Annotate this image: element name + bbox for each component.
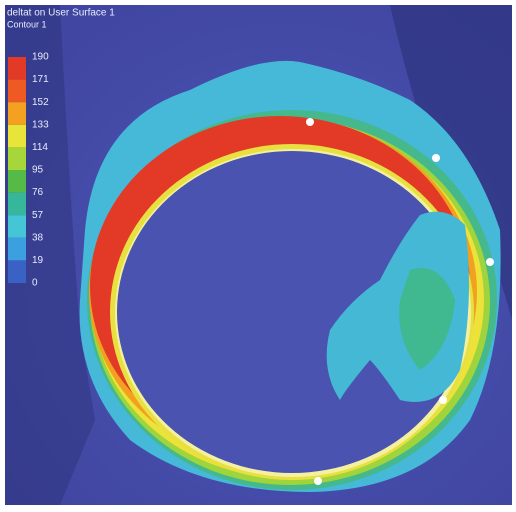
probe	[314, 477, 322, 485]
legend-label: 76	[32, 187, 44, 198]
legend-label: 19	[32, 255, 44, 266]
probe	[439, 396, 447, 404]
page: deltat on User Surface 1 Contour 1 19017…	[0, 0, 516, 512]
legend-label: 114	[32, 142, 48, 153]
legend-label: 133	[32, 119, 49, 130]
legend-label: 152	[32, 97, 49, 108]
probe	[432, 154, 440, 162]
legend-swatch	[8, 260, 26, 283]
legend-swatch	[8, 238, 26, 261]
scene: deltat on User Surface 1 Contour 1 19017…	[0, 0, 516, 512]
legend-label: 190	[32, 52, 49, 63]
legend-swatch	[8, 193, 26, 216]
legend-label: 38	[32, 232, 44, 243]
legend-swatch	[8, 102, 26, 125]
legend-swatch	[8, 57, 26, 80]
probe	[306, 118, 314, 126]
ring	[80, 61, 501, 492]
legend-swatch	[8, 80, 26, 103]
legend-label: 95	[32, 165, 44, 176]
legend-label: 0	[32, 278, 38, 289]
legend-label: 171	[32, 74, 49, 85]
legend-swatch	[8, 147, 26, 170]
legend-swatch	[8, 215, 26, 238]
probe	[486, 258, 494, 266]
legend-swatch	[8, 125, 26, 148]
legend-label: 57	[32, 210, 44, 221]
legend-title: deltat on User Surface 1	[7, 8, 115, 19]
legend-swatch	[8, 170, 26, 193]
legend-subtitle: Contour 1	[7, 19, 47, 29]
